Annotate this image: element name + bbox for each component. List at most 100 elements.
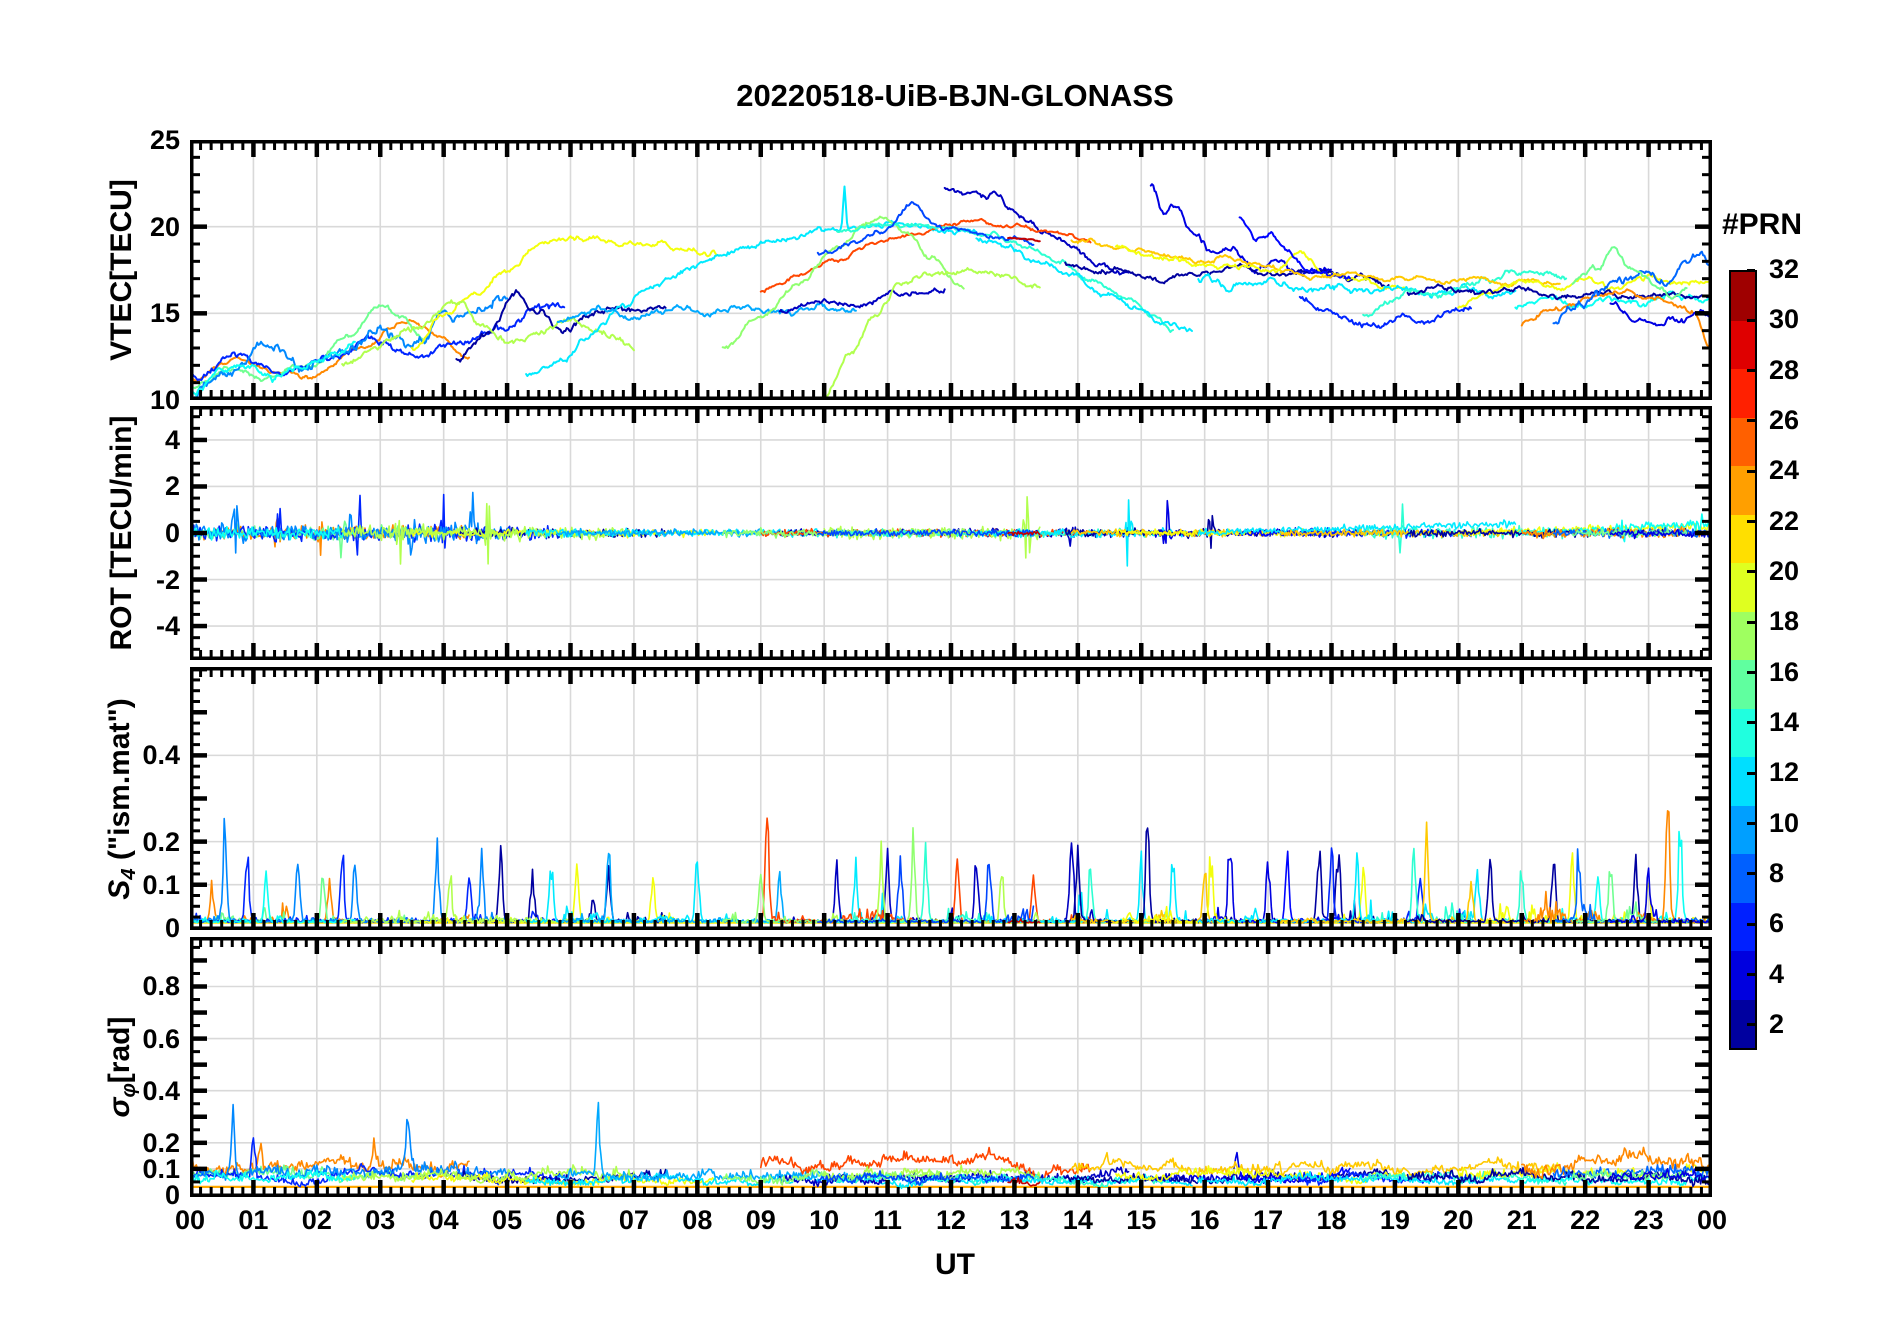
series-line-prn-7 [816,528,1035,538]
y-axis-label-part: S [102,879,136,900]
x-tick-label: 04 [428,1205,459,1235]
colorbar-tick-label: 30 [1769,304,1800,335]
x-tick-label: 00 [174,1205,206,1235]
colorbar-tick-label: 8 [1769,857,1785,888]
colorbar-band [1731,660,1755,709]
panel-sigma [190,937,1712,1197]
series-line-prn-14 [1362,269,1568,318]
y-tick-label-rot: 0 [164,518,180,548]
x-tick-label: 11 [873,1205,902,1235]
colorbar-tick [1747,1023,1755,1027]
series-line-prn-4 [1149,183,1332,277]
colorbar-tick-label: 4 [1769,958,1785,989]
series-line-prn-22 [1280,1156,1561,1179]
series-line-prn-4 [1609,1168,1712,1182]
panel-s4 [190,667,1712,930]
series-line-prn-3 [778,847,946,924]
y-tick-label-s4: 0.2 [142,826,180,857]
x-tick-label: 16 [1189,1205,1220,1235]
y-axis-label-vtec: VTEC[TECU] [105,179,139,361]
x-tick-label: 02 [301,1205,332,1235]
series-line-prn-26 [759,817,1092,924]
series-line-prn-18 [823,496,1041,559]
series-line-prn-20 [1114,244,1409,292]
colorbar-tick-label: 20 [1769,555,1800,586]
series-line-prn-6 [190,493,566,556]
colorbar-gradient [1729,270,1757,1050]
axis-ticks [190,408,1712,658]
series-line-prn-13 [190,525,356,541]
y-tick-label-sigma: 0.1 [142,1153,180,1184]
series-lines [190,491,1712,567]
y-tick-label-rot: -2 [155,564,180,595]
x-axis-label: UT [935,1248,975,1281]
x-tick-label: 23 [1633,1205,1664,1235]
panel-frame [190,140,1712,400]
y-tick-label-s4: 0.4 [142,740,180,771]
series-line-prn-12 [525,185,978,377]
y-axis-label-part: 4 [118,867,141,880]
grid-lines [192,939,1710,1195]
x-tick-label: 12 [935,1205,967,1235]
colorbar-tick-label: 26 [1769,404,1800,435]
series-line-prn-24 [1520,288,1712,352]
y-tick-label-rot: 2 [164,471,180,502]
y-tick-label-s4: 0.1 [142,869,180,900]
colorbar-band [1731,417,1755,466]
y-tick-label-sigma: 0.4 [142,1075,180,1106]
series-line-prn-17 [721,215,965,350]
colorbar-tick-label: 24 [1769,455,1800,486]
panel-vtec [190,140,1712,400]
series-line-prn-12 [1197,273,1517,300]
x-tick-label: 08 [682,1205,713,1235]
colorbar-band [1731,466,1755,515]
y-axis-label-part: σ [102,1097,136,1118]
colorbar-band [1731,854,1755,903]
series-line-prn-30 [1007,236,1041,243]
colorbar-band [1731,320,1755,369]
panel-frame [190,667,1712,930]
series-line-prn-9 [190,294,509,400]
series-line-prn-13 [190,340,356,397]
colorbar-tick [1747,973,1755,977]
y-tick-label-sigma: 0.8 [142,971,180,1002]
axis-ticks [190,939,1712,1197]
y-tick-label-vtec: 25 [149,125,180,155]
y-axis-label-part: φ [118,1083,141,1098]
series-line-prn-18 [823,267,1041,399]
series-line-prn-13 [190,1169,356,1185]
panel-frame [190,937,1712,1197]
colorbar-band [1731,611,1755,660]
colorbar-tick [1747,419,1755,423]
x-tick-label: 14 [1062,1205,1093,1235]
y-axis-label-part: ROT [TECU/min] [105,415,138,651]
x-tick-label: 05 [492,1205,523,1235]
series-line-prn-10 [556,852,857,924]
series-line-prn-22 [1280,528,1561,539]
series-line-prn-16 [1571,527,1688,539]
x-tick-label: 13 [999,1205,1030,1235]
series-line-prn-12 [975,850,1193,924]
colorbar-tick-label: 28 [1769,354,1800,385]
x-tick-label: 03 [365,1205,396,1235]
colorbar-tick-label: 10 [1769,807,1800,838]
colorbar-band [1731,272,1755,321]
series-line-prn-2 [1406,283,1712,301]
x-tick-label: 01 [238,1205,269,1235]
colorbar-band [1731,369,1755,418]
colorbar-tick [1747,318,1755,322]
colorbar-tick [1747,872,1755,876]
x-tick-label: 07 [618,1205,649,1235]
x-tick-label: 00 [1696,1205,1728,1235]
y-axis-label-sigma: σφ[rad] [103,1017,141,1118]
series-line-prn-22 [1279,268,1561,287]
y-tick-label-vtec: 20 [149,211,180,242]
series-line-prn-12 [975,237,1193,333]
series-line-prn-7 [816,1170,1035,1186]
y-tick-label-sigma: 0.6 [142,1023,180,1054]
colorbar-tick [1747,922,1755,926]
x-tick-label: 10 [809,1205,840,1235]
series-line-prn-6 [1298,295,1472,329]
colorbar-tick-label: 12 [1769,757,1800,788]
